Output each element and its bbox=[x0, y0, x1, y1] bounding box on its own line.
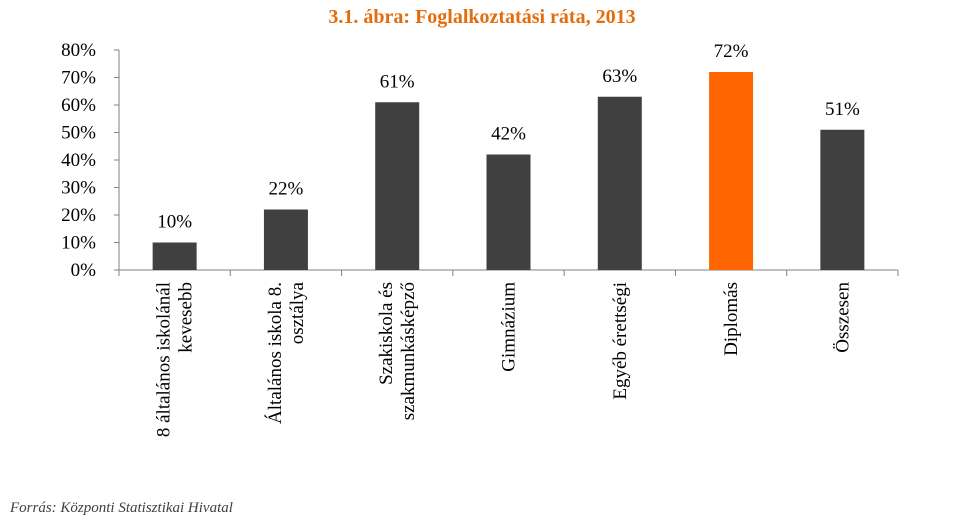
category-label: osztálya bbox=[287, 281, 308, 344]
x-axis-ticks bbox=[118, 270, 899, 276]
bar bbox=[709, 72, 754, 270]
y-tick-label: 20% bbox=[61, 205, 96, 226]
y-tick-label: 70% bbox=[61, 68, 96, 89]
category-label: Diplomás bbox=[721, 282, 742, 356]
y-tick-label: 50% bbox=[61, 123, 96, 144]
data-label: 22% bbox=[269, 179, 304, 200]
data-label: 10% bbox=[157, 212, 192, 233]
bars bbox=[152, 72, 865, 270]
category-label: kevesebb bbox=[176, 282, 197, 353]
category-label: szakmunkásképző bbox=[398, 282, 419, 420]
category-labels: 8 általános iskolánál kevesebb Általános i… bbox=[154, 281, 854, 437]
category-label: Szakiskola és bbox=[376, 282, 397, 385]
data-label: 61% bbox=[380, 71, 415, 92]
y-tick-label: 0% bbox=[71, 260, 97, 281]
category-label: 8 általános iskolánál bbox=[154, 282, 175, 437]
data-label: 63% bbox=[602, 66, 637, 87]
bar bbox=[152, 242, 197, 270]
y-tick-label: 40% bbox=[61, 150, 96, 171]
bar bbox=[486, 154, 531, 270]
y-tick-label: 30% bbox=[61, 178, 96, 199]
bar bbox=[820, 129, 865, 270]
data-labels: 10% 22% 61% 42% 63% 72% 51% bbox=[157, 41, 860, 233]
bar bbox=[263, 209, 308, 270]
data-label: 72% bbox=[714, 41, 749, 62]
y-tick-label: 60% bbox=[61, 95, 96, 116]
bar bbox=[597, 96, 642, 270]
bar bbox=[375, 102, 420, 270]
chart-title: 3.1. ábra: Foglalkoztatási ráta, 2013 bbox=[328, 6, 636, 28]
data-label: 42% bbox=[491, 124, 526, 145]
category-label: Gimnázium bbox=[499, 282, 520, 372]
data-label: 51% bbox=[825, 99, 860, 120]
y-tick-label: 10% bbox=[61, 233, 96, 254]
source-note: Forrás: Központi Statisztikai Hivatal bbox=[10, 500, 233, 516]
category-label: Összesen bbox=[832, 282, 853, 353]
y-axis-ticks: 0% 10% 20% 30% 40% 50% 60% 70% 80% bbox=[61, 40, 119, 281]
category-label: Általános iskola 8. bbox=[264, 282, 286, 424]
category-label: Egyéb érettségi bbox=[610, 282, 631, 400]
y-tick-label: 80% bbox=[61, 40, 96, 61]
